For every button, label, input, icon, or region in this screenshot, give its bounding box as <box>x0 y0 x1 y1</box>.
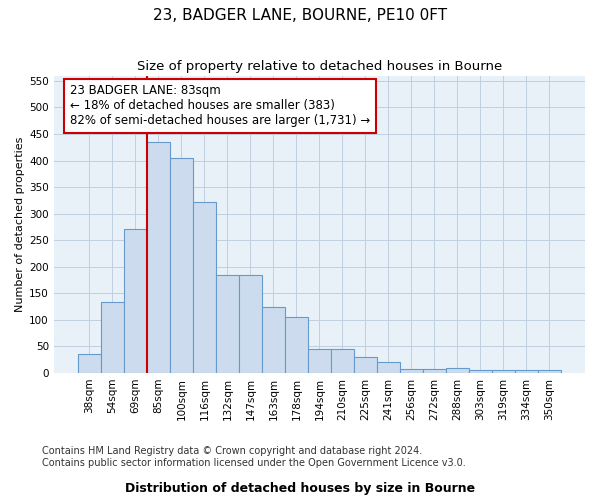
Bar <box>331 348 354 373</box>
Text: Distribution of detached houses by size in Bourne: Distribution of detached houses by size … <box>125 482 475 495</box>
Bar <box>285 317 308 373</box>
Bar <box>538 370 561 373</box>
Text: 23 BADGER LANE: 83sqm
← 18% of detached houses are smaller (383)
82% of semi-det: 23 BADGER LANE: 83sqm ← 18% of detached … <box>70 84 370 128</box>
Bar <box>423 369 446 373</box>
Bar <box>400 369 423 373</box>
Bar <box>446 368 469 373</box>
Y-axis label: Number of detached properties: Number of detached properties <box>15 136 25 312</box>
Text: Contains HM Land Registry data © Crown copyright and database right 2024.
Contai: Contains HM Land Registry data © Crown c… <box>42 446 466 468</box>
Bar <box>377 362 400 373</box>
Bar <box>262 306 285 373</box>
Bar <box>239 276 262 373</box>
Title: Size of property relative to detached houses in Bourne: Size of property relative to detached ho… <box>137 60 502 73</box>
Bar <box>193 202 216 373</box>
Bar <box>469 370 492 373</box>
Bar <box>492 370 515 373</box>
Bar <box>515 370 538 373</box>
Bar <box>170 158 193 373</box>
Bar <box>78 354 101 373</box>
Bar <box>147 142 170 373</box>
Bar <box>216 276 239 373</box>
Bar <box>308 348 331 373</box>
Bar <box>101 302 124 373</box>
Bar <box>354 357 377 373</box>
Bar <box>124 228 147 373</box>
Text: 23, BADGER LANE, BOURNE, PE10 0FT: 23, BADGER LANE, BOURNE, PE10 0FT <box>153 8 447 22</box>
